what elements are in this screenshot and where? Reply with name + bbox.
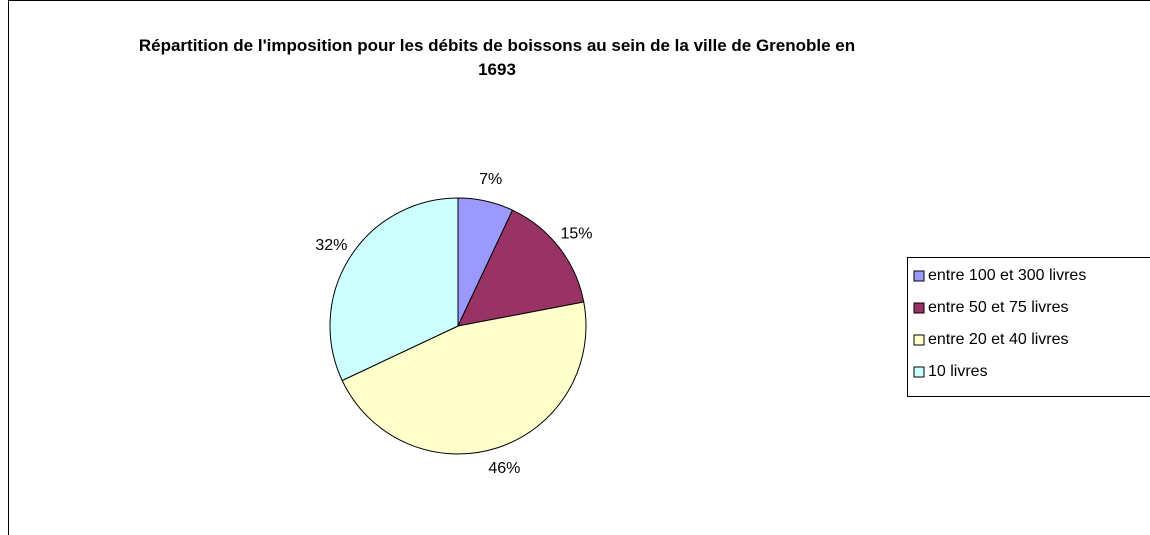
legend-swatch (913, 366, 925, 378)
legend-swatch (913, 334, 925, 346)
data-label: 46% (488, 460, 520, 477)
data-label: 7% (479, 171, 502, 188)
legend-label: 10 livres (928, 363, 988, 380)
chart-border (8, 0, 1150, 535)
legend-swatch (913, 270, 925, 282)
data-label: 32% (315, 237, 347, 254)
pie-slice (329, 197, 459, 382)
legend-swatch (913, 302, 925, 314)
legend-label: entre 20 et 40 livres (928, 331, 1069, 348)
legend-label: entre 50 et 75 livres (928, 299, 1069, 316)
legend-box (907, 257, 1150, 397)
pie-slice (457, 209, 585, 327)
pie-slice (341, 301, 587, 455)
chart-title: Répartition de l'imposition pour les déb… (138, 36, 856, 79)
legend-label: entre 100 et 300 livres (928, 267, 1086, 284)
data-label: 15% (561, 225, 593, 242)
